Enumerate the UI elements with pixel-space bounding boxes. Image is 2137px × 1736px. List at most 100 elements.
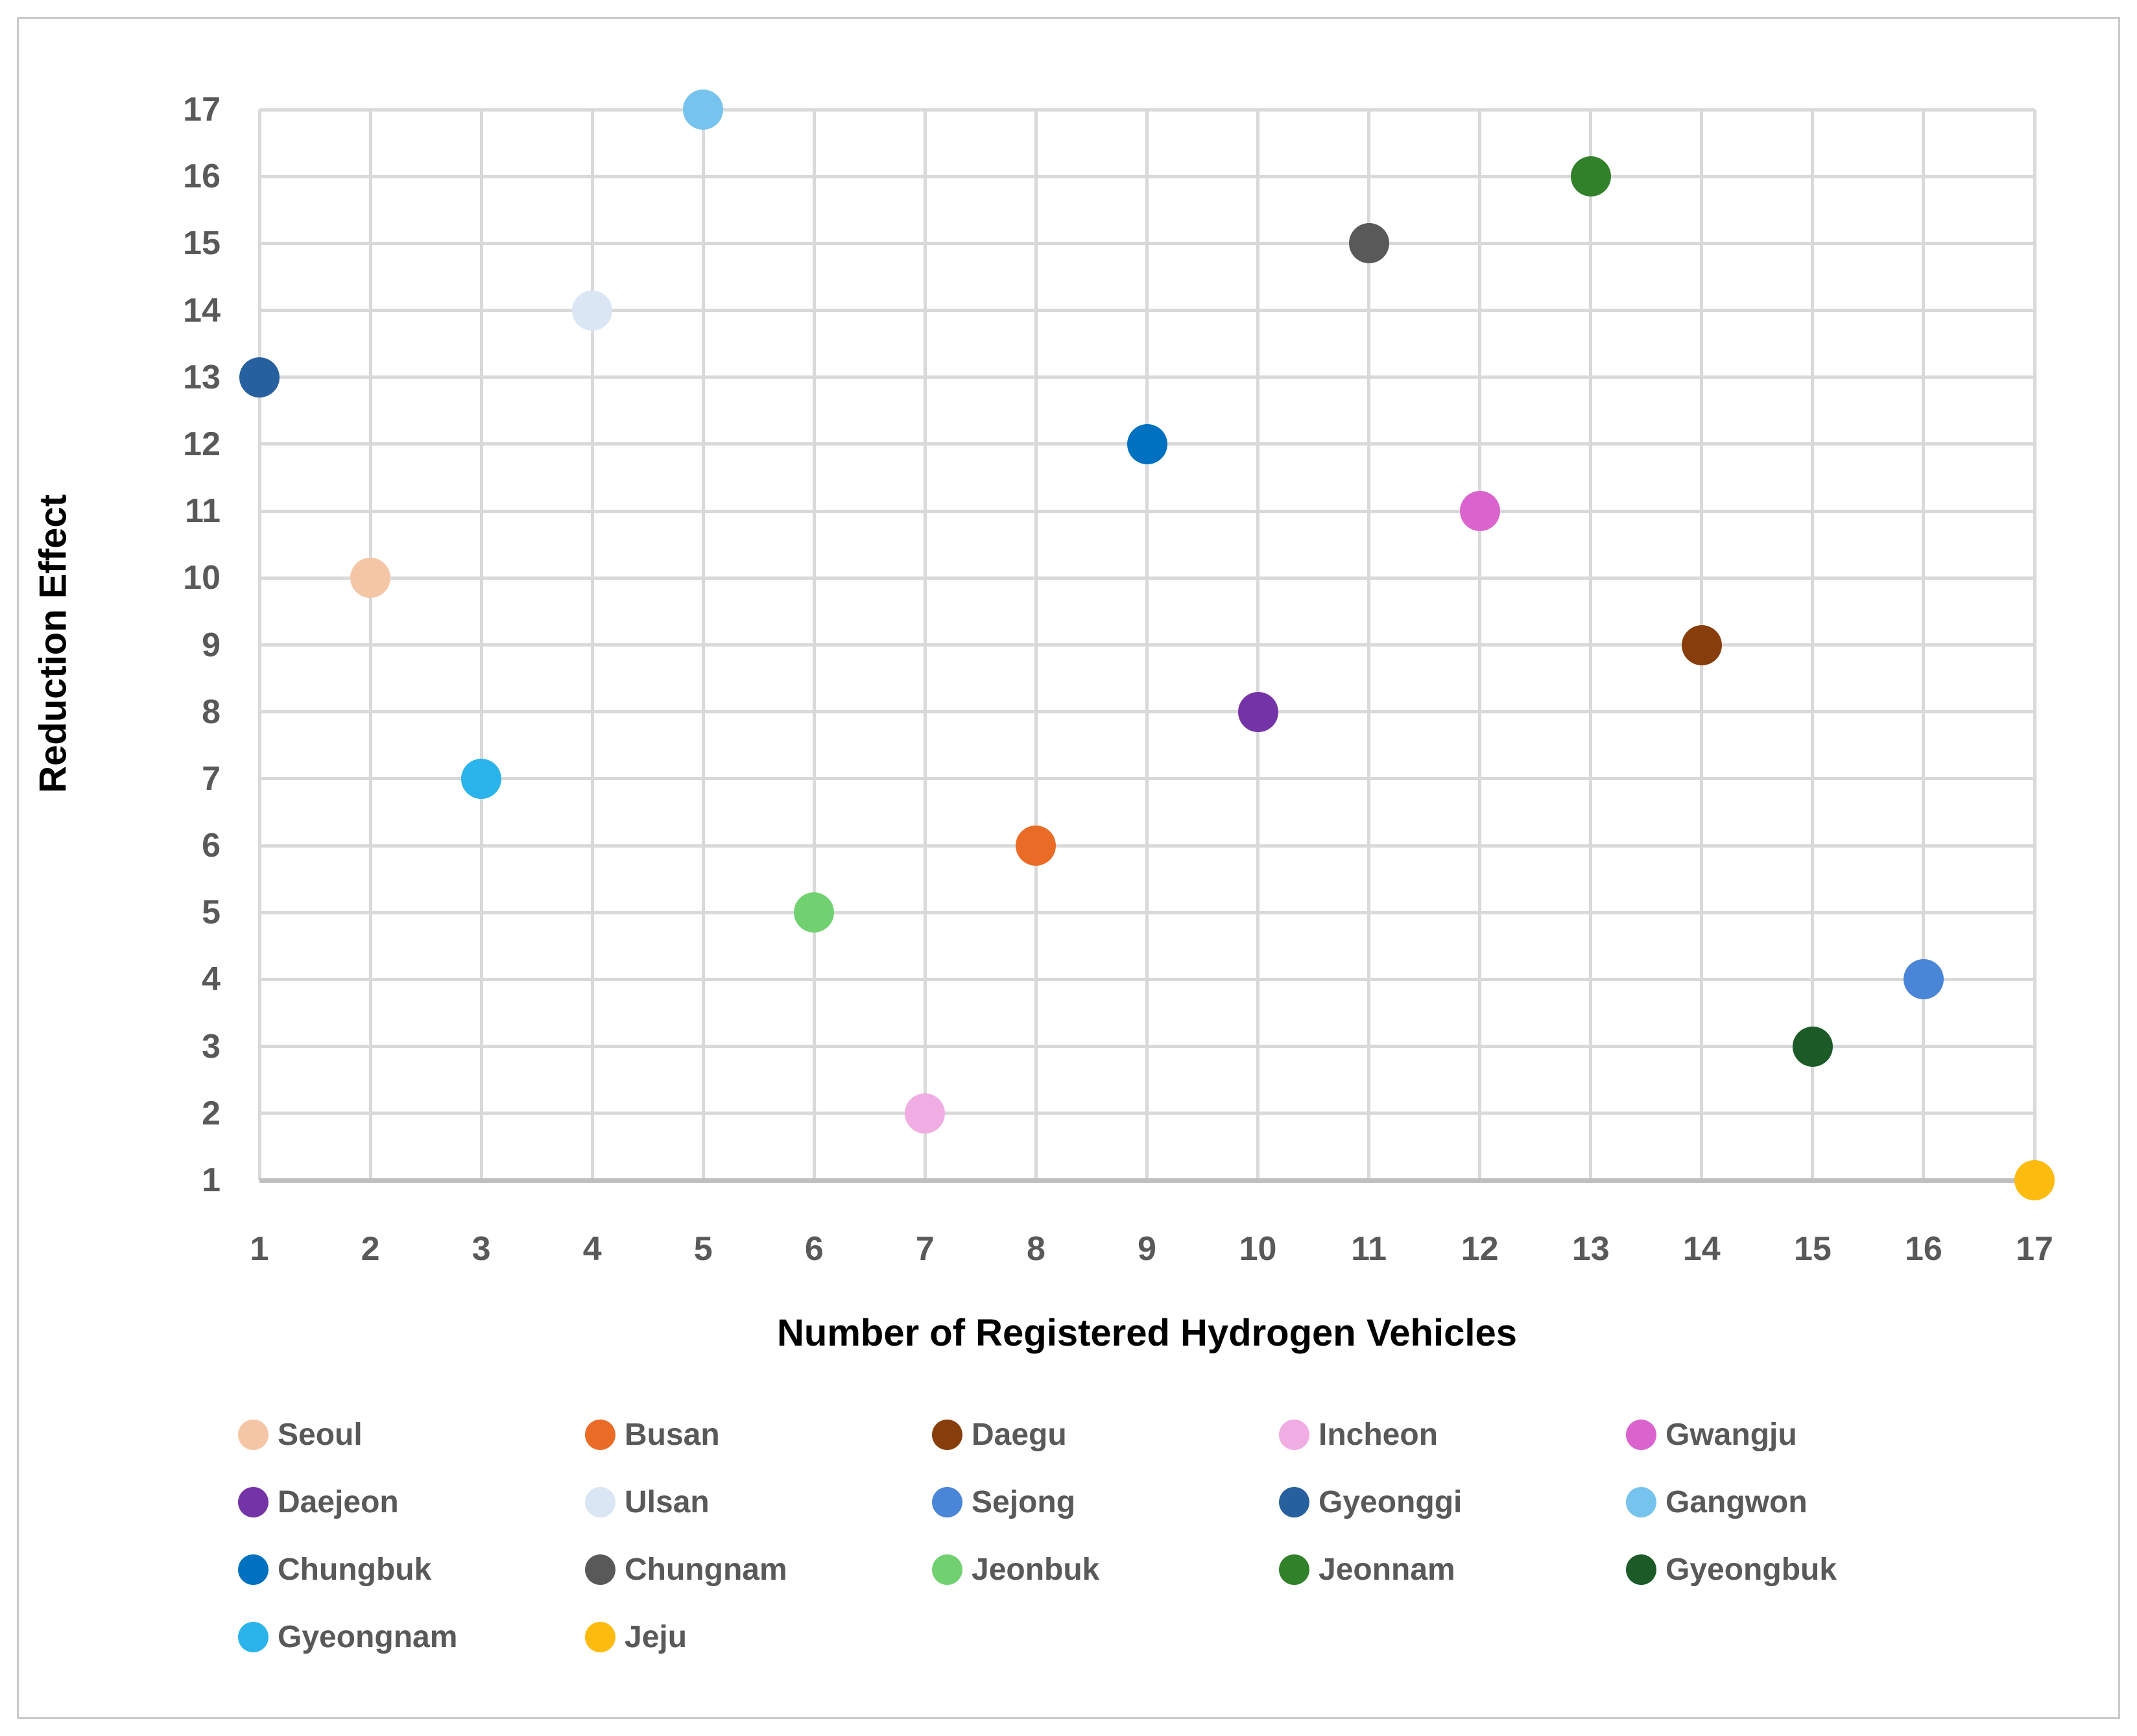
chart-outer-border	[17, 17, 2120, 1719]
legend-item-gwangju: Gwangju	[1626, 1412, 1797, 1457]
legend-marker-daejeon	[238, 1486, 269, 1517]
y-tick-label-8: 8	[202, 693, 221, 731]
legend-label-incheon: Incheon	[1319, 1417, 1439, 1452]
legend-label-gyeongnam: Gyeongnam	[278, 1619, 458, 1654]
legend-item-daegu: Daegu	[932, 1412, 1067, 1457]
gridline-y-2	[259, 1112, 2035, 1115]
legend-marker-gangwon	[1626, 1486, 1656, 1517]
legend-marker-chungnam	[585, 1554, 615, 1585]
y-tick-label-1: 1	[202, 1161, 221, 1199]
legend-label-sejong: Sejong	[972, 1484, 1076, 1519]
legend-item-gyeongnam: Gyeongnam	[238, 1614, 457, 1659]
y-tick-label-4: 4	[202, 960, 221, 999]
legend-item-jeju: Jeju	[585, 1614, 687, 1659]
data-point-seoul	[350, 558, 391, 599]
legend-item-jeonbuk: Jeonbuk	[932, 1547, 1099, 1592]
gridline-y-17	[259, 108, 2035, 112]
x-tick-label-6: 6	[804, 1230, 824, 1268]
x-tick-label-4: 4	[582, 1230, 602, 1268]
legend-item-chungnam: Chungnam	[585, 1547, 787, 1592]
data-point-jeonbuk	[794, 892, 835, 933]
legend-marker-incheon	[1279, 1419, 1309, 1450]
data-point-gyeongnam	[461, 758, 502, 799]
legend-marker-daegu	[932, 1419, 962, 1450]
data-point-sejong	[1903, 959, 1944, 1000]
data-point-gyeongbuk	[1792, 1026, 1833, 1067]
x-tick-label-5: 5	[693, 1230, 713, 1268]
y-tick-label-13: 13	[183, 358, 221, 396]
data-point-gangwon	[683, 89, 724, 130]
gridline-y-13	[259, 375, 2035, 379]
legend-marker-gwangju	[1626, 1419, 1656, 1450]
x-tick-label-1: 1	[250, 1230, 269, 1268]
data-point-gwangju	[1459, 491, 1500, 532]
x-tick-label-3: 3	[472, 1230, 491, 1268]
y-tick-label-11: 11	[185, 492, 221, 530]
x-tick-label-17: 17	[2016, 1230, 2053, 1268]
x-axis-line	[259, 1178, 2035, 1183]
legend-label-jeju: Jeju	[625, 1619, 687, 1654]
gridline-y-4	[259, 977, 2035, 981]
legend-label-gwangju: Gwangju	[1665, 1417, 1797, 1452]
legend-marker-chungbuk	[238, 1554, 269, 1585]
x-tick-label-12: 12	[1461, 1230, 1499, 1268]
legend-item-ulsan: Ulsan	[585, 1479, 710, 1525]
legend-marker-gyeongnam	[238, 1621, 269, 1652]
data-point-chungbuk	[1127, 423, 1167, 464]
y-tick-label-17: 17	[183, 91, 221, 128]
gridline-y-10	[259, 576, 2035, 580]
gridline-y-11	[259, 509, 2035, 513]
y-tick-label-3: 3	[202, 1027, 221, 1065]
legend-marker-busan	[585, 1419, 615, 1450]
legend-item-jeonnam: Jeonnam	[1279, 1547, 1455, 1592]
legend-item-daejeon: Daejeon	[238, 1479, 399, 1525]
legend-marker-gyeonggi	[1279, 1486, 1309, 1517]
data-point-daegu	[1681, 624, 1722, 665]
y-tick-label-2: 2	[202, 1094, 221, 1132]
gridline-y-14	[259, 309, 2035, 313]
legend-label-jeonbuk: Jeonbuk	[972, 1552, 1100, 1587]
x-tick-label-16: 16	[1905, 1230, 1942, 1268]
legend-label-busan: Busan	[625, 1417, 720, 1452]
data-point-chungnam	[1348, 223, 1389, 264]
legend-label-jeonnam: Jeonnam	[1319, 1552, 1455, 1587]
y-tick-label-14: 14	[183, 291, 221, 329]
y-axis-title-text: Reduction Effect	[32, 494, 75, 793]
x-tick-label-14: 14	[1682, 1230, 1721, 1268]
gridline-y-6	[259, 844, 2035, 848]
legend-item-gyeonggi: Gyeonggi	[1279, 1479, 1462, 1525]
gridline-y-3	[259, 1045, 2035, 1049]
y-tick-label-7: 7	[202, 759, 221, 798]
data-point-incheon	[905, 1093, 946, 1134]
legend-label-gyeonggi: Gyeonggi	[1319, 1484, 1462, 1519]
legend-label-chungnam: Chungnam	[625, 1552, 787, 1587]
x-axis-title: Number of Registered Hydrogen Vehicles	[777, 1312, 1517, 1354]
data-point-jeju	[2014, 1160, 2055, 1200]
legend-item-sejong: Sejong	[932, 1479, 1075, 1525]
x-tick-label-2: 2	[361, 1230, 380, 1268]
gridline-y-9	[259, 643, 2035, 647]
legend-label-gangwon: Gangwon	[1665, 1484, 1808, 1519]
legend-label-daegu: Daegu	[972, 1417, 1067, 1452]
legend-marker-seoul	[238, 1419, 269, 1450]
gridline-y-5	[259, 910, 2035, 914]
legend-marker-jeonbuk	[932, 1554, 962, 1585]
gridline-y-8	[259, 710, 2035, 714]
x-tick-label-13: 13	[1571, 1230, 1610, 1268]
legend-marker-ulsan	[585, 1486, 615, 1517]
y-tick-label-15: 15	[183, 224, 221, 263]
legend-label-ulsan: Ulsan	[625, 1484, 710, 1519]
x-tick-label-9: 9	[1138, 1230, 1156, 1268]
y-tick-label-10: 10	[183, 559, 221, 597]
legend-marker-jeonnam	[1279, 1554, 1309, 1585]
legend-label-seoul: Seoul	[278, 1417, 363, 1452]
gridline-y-16	[259, 174, 2035, 178]
legend-marker-sejong	[932, 1486, 962, 1517]
legend-item-seoul: Seoul	[238, 1412, 363, 1457]
y-tick-label-6: 6	[202, 827, 221, 865]
x-tick-label-10: 10	[1239, 1230, 1277, 1268]
legend-item-gangwon: Gangwon	[1626, 1479, 1808, 1525]
y-tick-label-16: 16	[183, 158, 221, 196]
data-point-jeonnam	[1570, 156, 1611, 197]
y-tick-label-9: 9	[202, 626, 221, 664]
